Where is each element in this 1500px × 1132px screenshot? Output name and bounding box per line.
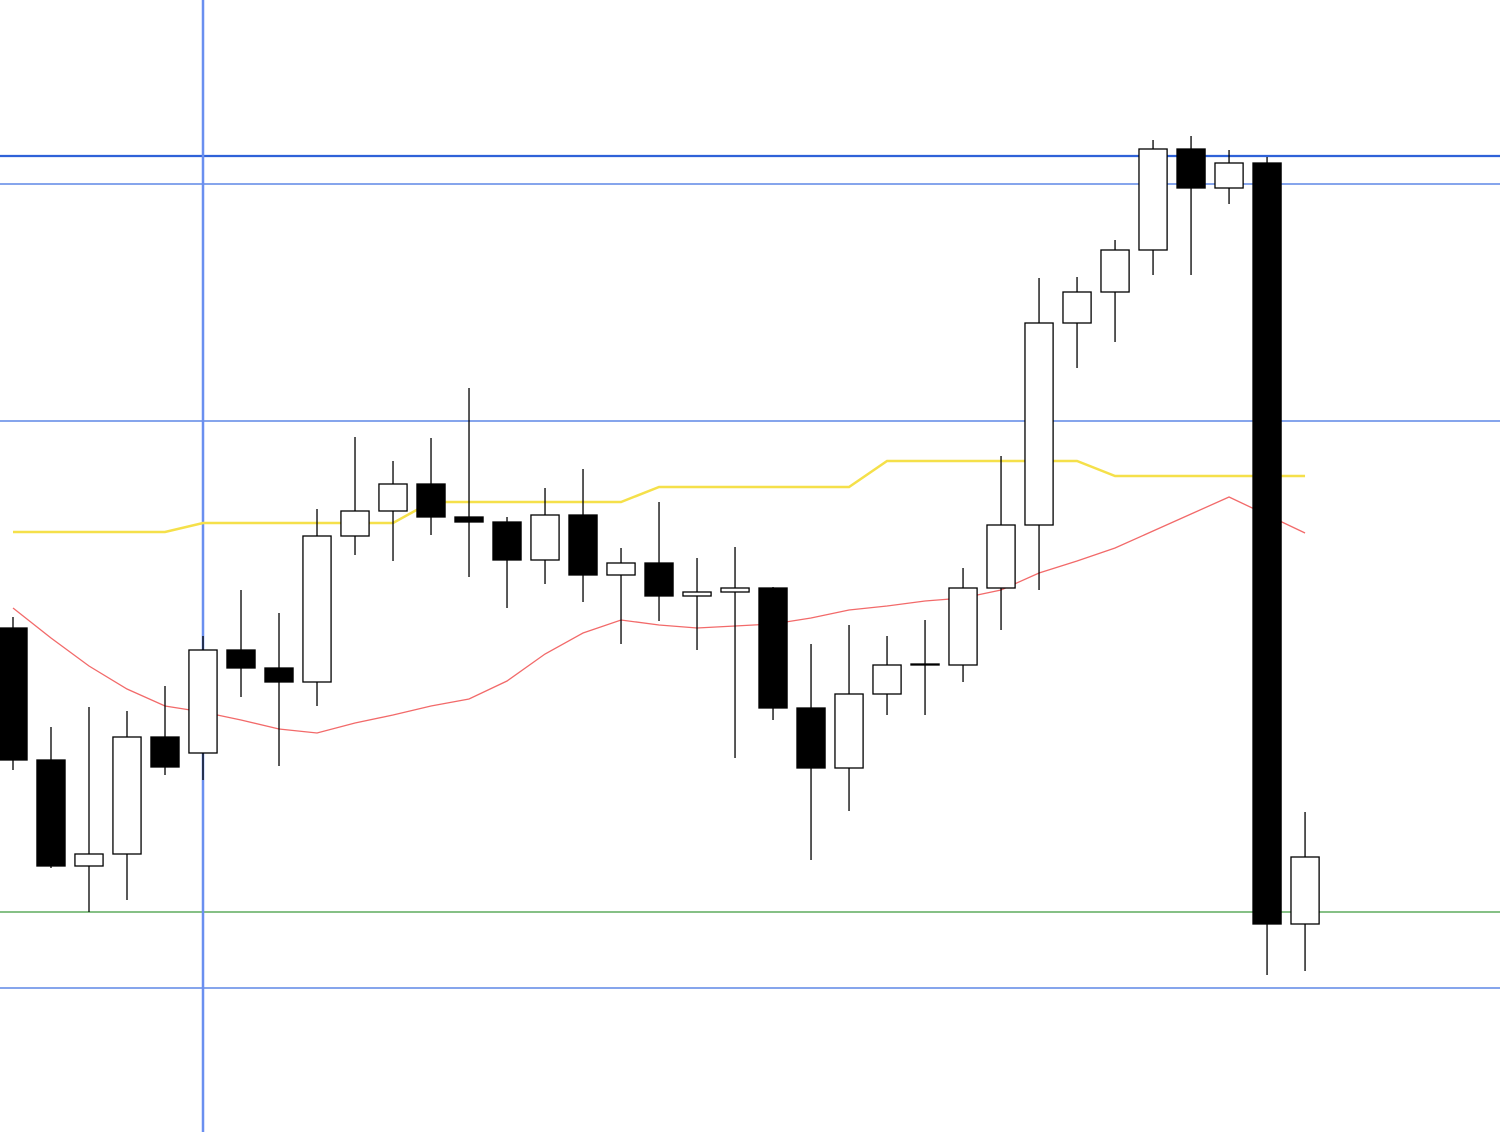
candle-body (150, 736, 180, 768)
candle-body (1252, 162, 1282, 925)
candle-body (492, 521, 522, 561)
candle-body (948, 587, 978, 666)
candle-body (74, 853, 104, 867)
candle-body (606, 562, 636, 576)
candle-body (872, 664, 902, 695)
candle-body (226, 649, 256, 669)
candle-body (1176, 148, 1206, 189)
candle-body (1214, 162, 1244, 189)
candle-body (454, 516, 484, 523)
candle-body (0, 627, 28, 761)
candle-body (910, 663, 940, 666)
candle-body (264, 667, 294, 683)
candle-body (36, 759, 66, 867)
candle-body (416, 483, 446, 518)
candle-body (530, 514, 560, 561)
candle-body (644, 562, 674, 597)
candle-body (188, 649, 218, 754)
candle-body (758, 587, 788, 709)
candle-body (340, 510, 370, 537)
indicator-line (12, 459, 1306, 534)
candle-body (1138, 148, 1168, 251)
candle-body (378, 483, 408, 512)
candle-body (1062, 291, 1092, 324)
candle-body (1290, 856, 1320, 925)
candle-body (1100, 249, 1130, 293)
candle-body (682, 591, 712, 597)
candle-body (834, 693, 864, 769)
indicator-line (12, 496, 1306, 734)
candle-body (302, 535, 332, 683)
candle-body (796, 707, 826, 769)
candle-body (1024, 322, 1054, 526)
candle-body (568, 514, 598, 576)
candle-body (112, 736, 142, 855)
candle-body (986, 524, 1016, 589)
candle-body (720, 587, 750, 593)
